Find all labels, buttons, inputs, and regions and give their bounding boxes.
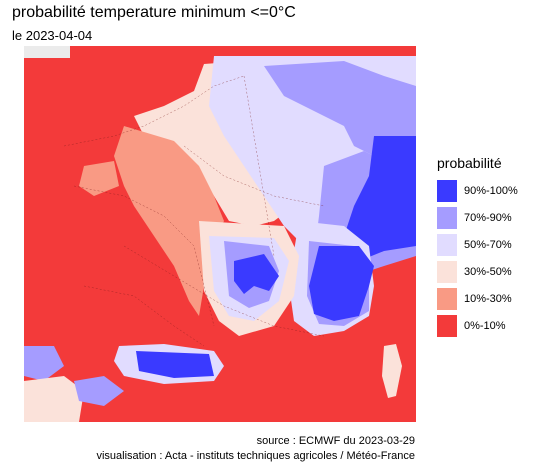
legend-title: probabilité (437, 155, 502, 171)
caption-source: source : ECMWF du 2023-03-29 (256, 435, 415, 447)
map-region-70-90-spain-south (74, 376, 124, 406)
legend-item-50-70: 50%-70% (437, 231, 518, 258)
legend-item-0-10: 0%-10% (437, 312, 518, 339)
map-region-90-100-pyrenees (136, 351, 214, 378)
department-boundaries (63, 75, 325, 347)
legend-label: 90%-100% (464, 184, 518, 197)
legend-swatch-70-90 (437, 206, 457, 229)
map-subtitle: le 2023-04-04 (12, 28, 93, 43)
legend: 90%-100% 70%-90% 50%-70% 30%-50% 10%-30%… (437, 177, 518, 339)
map-region-30-50-spain (24, 376, 84, 422)
legend-swatch-30-50 (437, 260, 457, 283)
map-panel (24, 46, 416, 422)
legend-swatch-50-70 (437, 233, 457, 256)
legend-swatch-90-100 (437, 179, 457, 202)
legend-label: 30%-50% (464, 265, 512, 278)
legend-swatch-0-10 (437, 314, 457, 337)
legend-item-70-90: 70%-90% (437, 204, 518, 231)
legend-item-30-50: 30%-50% (437, 258, 518, 285)
legend-item-90-100: 90%-100% (437, 177, 518, 204)
legend-label: 50%-70% (464, 238, 512, 251)
map-region-10-30-west (79, 161, 119, 196)
caption-credit: visualisation : Acta - instituts techniq… (96, 450, 415, 462)
map-region-90-100-east (344, 136, 416, 261)
map-region-30-50-corsica (382, 344, 402, 398)
legend-label: 70%-90% (464, 211, 512, 224)
map-region-90-100-massif (234, 254, 279, 294)
legend-item-10-30: 10%-30% (437, 285, 518, 312)
map-region-70-90-spain (24, 346, 64, 381)
legend-label: 10%-30% (464, 292, 512, 305)
legend-swatch-10-30 (437, 287, 457, 310)
map-title: probabilité temperature minimum <=0°C (12, 4, 296, 21)
map-region-90-100-alps (309, 246, 374, 321)
map-no-data-corner (24, 46, 70, 58)
probability-map (24, 46, 416, 422)
map-region-10-30-center (114, 126, 224, 316)
legend-label: 0%-10% (464, 319, 506, 332)
